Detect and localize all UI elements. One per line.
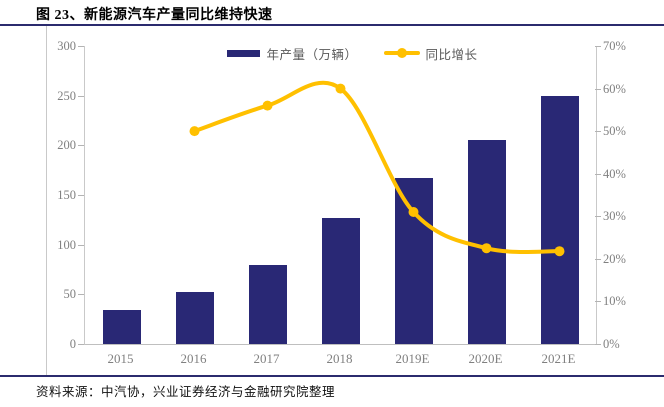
x-axis-label-2017: 2017 (253, 351, 280, 366)
y-axis-right-label: 40% (603, 166, 626, 181)
y-axis-right-tick (595, 173, 601, 175)
y-axis-right-label: 30% (603, 209, 626, 224)
y-axis-left-label: 300 (57, 39, 76, 53)
bar-2018 (321, 217, 360, 344)
y-axis-left-tick (78, 95, 84, 97)
y-axis-left-tick (78, 195, 84, 196)
bar-2015 (102, 310, 141, 344)
y-axis-left-label: 150 (57, 188, 76, 202)
plot-area (84, 46, 597, 345)
y-axis-right-tick (595, 301, 601, 303)
x-axis-label-2020E: 2020E (468, 351, 503, 366)
bar-2020E (467, 140, 506, 344)
legend-label-production: 年产量（万辆） (266, 47, 358, 62)
y-axis-left-label: 50 (63, 287, 77, 302)
growth-marker (335, 83, 346, 94)
bar-2021E (540, 95, 579, 344)
title-underline (0, 24, 664, 26)
y-axis-right-label: 60% (603, 81, 626, 96)
y-axis-right-label: 50% (603, 124, 626, 139)
left-border-line (46, 26, 47, 375)
growth-marker (262, 100, 273, 111)
y-axis-left-tick (78, 244, 84, 246)
bar-2017 (248, 264, 287, 344)
y-axis-left-label: 200 (57, 138, 76, 153)
bar-2019E (394, 178, 433, 344)
y-axis-right-tick (595, 88, 601, 90)
y-axis-right-label: 0% (603, 337, 620, 351)
y-axis-left-label: 100 (57, 237, 76, 252)
y-axis-right-tick (595, 216, 601, 218)
legend-item-growth: 同比增长 (383, 44, 478, 63)
line-marker-icon (396, 48, 407, 58)
y-axis-right-tick (595, 344, 601, 345)
growth-marker (408, 207, 419, 217)
x-axis-label-2019E: 2019E (395, 351, 430, 366)
y-axis-right-tick (595, 131, 601, 133)
growth-line-layer (189, 80, 565, 257)
x-axis-label-2015: 2015 (107, 351, 134, 366)
line-swatch-icon (383, 48, 420, 58)
growth-line (192, 80, 562, 254)
chart-legend: 年产量（万辆） 同比增长 (84, 44, 595, 62)
growth-marker (481, 243, 492, 254)
y-axis-left-label: 0 (69, 337, 76, 351)
y-axis-left-tick (78, 294, 84, 296)
y-axis-right-tick (595, 258, 601, 260)
y-axis-left-tick (78, 46, 84, 47)
x-axis-label-2021E: 2021E (541, 351, 576, 366)
legend-item-production: 年产量（万辆） (227, 44, 357, 63)
legend-label-growth: 同比增长 (425, 47, 478, 62)
growth-marker (554, 246, 565, 257)
y-axis-right-tick (595, 46, 601, 47)
y-axis-right-label: 10% (603, 294, 626, 309)
source-note: 资料来源：中汽协，兴业证券经济与金融研究院整理 (36, 385, 336, 399)
y-axis-left-label: 250 (57, 88, 76, 103)
x-axis-label-2018: 2018 (326, 351, 353, 366)
footer-divider (0, 375, 664, 377)
y-axis-right-label: 20% (603, 251, 626, 266)
figure-title: 图 23、新能源汽车产量同比维持快速 (36, 8, 273, 23)
y-axis-left-tick (78, 145, 84, 147)
y-axis-left-tick (78, 344, 84, 345)
bar-swatch-icon (227, 49, 261, 57)
x-axis-label-2016: 2016 (180, 351, 207, 366)
growth-marker (189, 126, 200, 137)
bar-2016 (175, 292, 214, 344)
y-axis-right-label: 70% (603, 39, 626, 53)
